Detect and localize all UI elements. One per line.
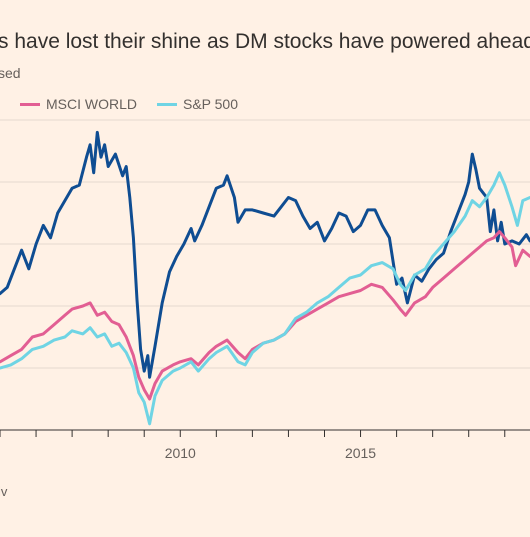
- chart-subtitle: sed: [0, 65, 21, 81]
- series-line-s-p-500: [0, 171, 530, 426]
- legend: MSCI WORLD S&P 500: [0, 96, 530, 116]
- legend-swatch-msci-world: [20, 102, 40, 106]
- source-note: iv: [0, 484, 8, 499]
- grid-lines: [0, 119, 530, 369]
- series-line-unlabelled-0: [0, 130, 530, 379]
- legend-label-msci-world: MSCI WORLD: [46, 96, 137, 112]
- chart-title: s have lost their shine as DM stocks hav…: [0, 30, 530, 53]
- legend-swatch-sp500: [157, 102, 177, 106]
- x-tick-label: 2015: [345, 445, 376, 461]
- x-axis: 2010 2015: [0, 429, 530, 461]
- legend-item-msci-world: MSCI WORLD: [20, 96, 137, 112]
- series-lines: [0, 130, 530, 426]
- x-tick-label: 2010: [165, 445, 196, 461]
- legend-label-sp500: S&P 500: [183, 96, 239, 112]
- legend-item-sp500: S&P 500: [157, 96, 238, 112]
- series-line-msci-world: [0, 230, 530, 401]
